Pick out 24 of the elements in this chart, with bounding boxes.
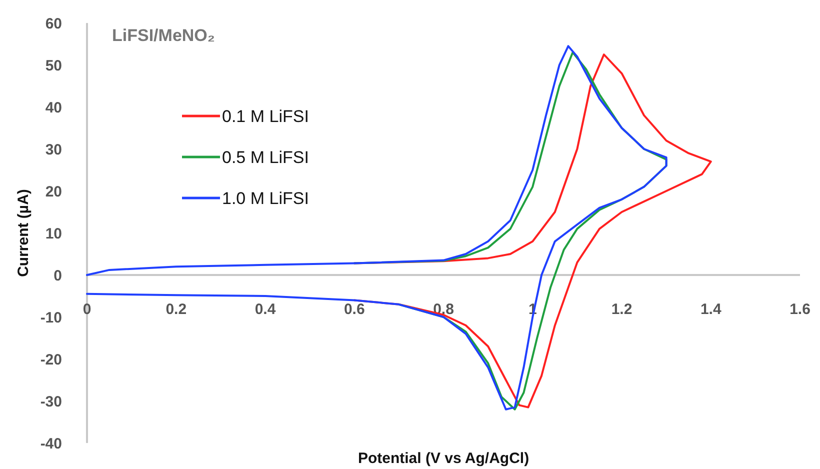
legend-label: 1.0 M LiFSI: [222, 188, 309, 208]
y-axis-title: Current (µA): [15, 189, 32, 277]
y-tick-label: 0: [54, 267, 62, 284]
y-tick-label: 10: [45, 225, 62, 242]
y-tick-label: -40: [40, 435, 62, 452]
x-axis-title: Potential (V vs Ag/AgCl): [358, 450, 530, 467]
x-tick-label: 0.2: [166, 301, 187, 318]
y-tick-label: -10: [40, 309, 62, 326]
y-tick-label: 40: [45, 99, 62, 116]
legend-label: 0.1 M LiFSI: [222, 106, 309, 126]
annotation: LiFSI/MeNO₂: [112, 26, 215, 45]
y-tick-label: 20: [45, 183, 62, 200]
y-tick-label: 30: [45, 141, 62, 158]
x-tick-label: 0.6: [344, 301, 365, 318]
x-tick-label: 0.4: [254, 301, 276, 318]
y-tick-label: 50: [45, 57, 62, 74]
x-tick-label: 1.2: [611, 301, 632, 318]
legend-label: 0.5 M LiFSI: [222, 148, 309, 167]
x-tick-label: 1.6: [790, 301, 810, 318]
y-tick-label: -20: [40, 351, 62, 368]
y-tick-label: 60: [45, 15, 62, 32]
x-tick-label: 1.4: [700, 301, 722, 318]
x-tick-label: 0: [82, 301, 92, 318]
y-tick-label: -30: [40, 393, 62, 410]
